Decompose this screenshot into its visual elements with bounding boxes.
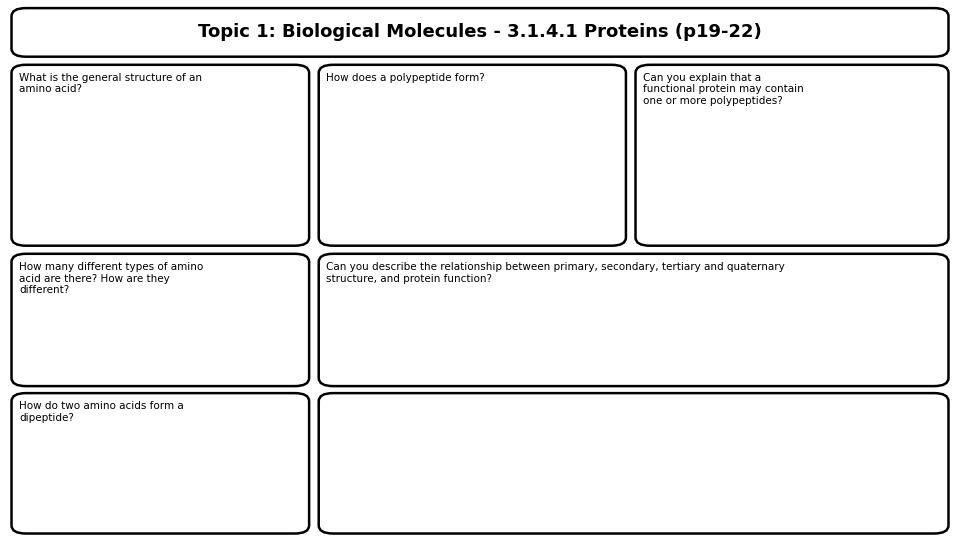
Text: How many different types of amino
acid are there? How are they
different?: How many different types of amino acid a… (19, 262, 204, 295)
Text: Can you describe the relationship between primary, secondary, tertiary and quate: Can you describe the relationship betwee… (326, 262, 785, 284)
FancyBboxPatch shape (12, 8, 948, 57)
FancyBboxPatch shape (636, 65, 948, 246)
Text: What is the general structure of an
amino acid?: What is the general structure of an amin… (19, 73, 203, 94)
Text: How do two amino acids form a
dipeptide?: How do two amino acids form a dipeptide? (19, 401, 184, 423)
Text: Can you explain that a
functional protein may contain
one or more polypeptides?: Can you explain that a functional protei… (643, 73, 804, 106)
FancyBboxPatch shape (319, 393, 948, 534)
FancyBboxPatch shape (319, 65, 626, 246)
Text: Topic 1: Biological Molecules - 3.1.4.1 Proteins (p19-22): Topic 1: Biological Molecules - 3.1.4.1 … (198, 23, 762, 42)
FancyBboxPatch shape (12, 254, 309, 386)
FancyBboxPatch shape (12, 393, 309, 534)
FancyBboxPatch shape (12, 65, 309, 246)
FancyBboxPatch shape (319, 254, 948, 386)
Text: How does a polypeptide form?: How does a polypeptide form? (326, 73, 485, 83)
